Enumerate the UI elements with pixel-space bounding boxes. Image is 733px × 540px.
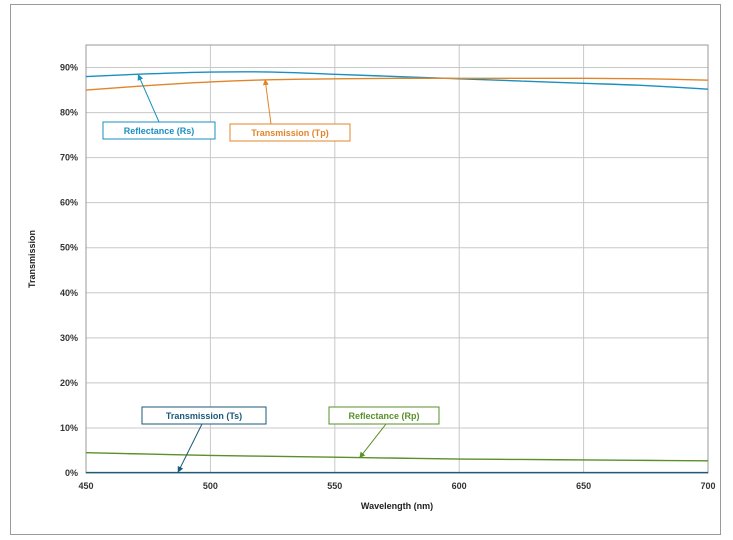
y-tick-label: 40% bbox=[60, 288, 78, 298]
x-axis-title: Wavelength (nm) bbox=[361, 501, 433, 511]
series-line-reflectance-rs bbox=[86, 72, 708, 89]
annotation-transmission-tp: Transmission (Tp) bbox=[230, 80, 350, 141]
y-tick-label: 50% bbox=[60, 243, 78, 253]
annotation-transmission-ts: Transmission (Ts) bbox=[142, 407, 266, 472]
annotation-arrow bbox=[138, 75, 159, 122]
x-tick-label: 700 bbox=[700, 481, 715, 491]
y-tick-label: 30% bbox=[60, 333, 78, 343]
x-tick-label: 550 bbox=[327, 481, 342, 491]
y-tick-label: 80% bbox=[60, 108, 78, 118]
annotation-reflectance-rp: Reflectance (Rp) bbox=[329, 407, 439, 458]
line-chart: 0% 10% 20% 30% 40% 50% 60% 70% 80% 90% 450 500 550 6… bbox=[11, 5, 720, 534]
y-tick-label: 20% bbox=[60, 378, 78, 388]
annotation-label: Reflectance (Rs) bbox=[124, 126, 195, 136]
y-tick-labels: 0% 10% 20% 30% 40% 50% 60% 70% 80% 90% bbox=[60, 63, 78, 478]
x-tick-label: 450 bbox=[78, 481, 93, 491]
y-tick-label: 0% bbox=[65, 468, 78, 478]
annotation-arrow bbox=[360, 424, 386, 458]
y-tick-label: 10% bbox=[60, 423, 78, 433]
annotation-arrow bbox=[265, 80, 271, 124]
annotation-label: Transmission (Ts) bbox=[166, 411, 242, 421]
annotation-layer: Reflectance (Rs) Transmission (Tp) Transmi… bbox=[103, 75, 439, 472]
y-tick-label: 60% bbox=[60, 198, 78, 208]
annotation-label: Transmission (Tp) bbox=[251, 128, 329, 138]
x-tick-label: 500 bbox=[203, 481, 218, 491]
y-tick-label: 90% bbox=[60, 63, 78, 73]
annotation-arrow bbox=[178, 424, 202, 472]
x-tick-label: 600 bbox=[452, 481, 467, 491]
series-line-reflectance-rp bbox=[86, 453, 708, 461]
chart-frame: 0% 10% 20% 30% 40% 50% 60% 70% 80% 90% 450 500 550 6… bbox=[10, 4, 721, 535]
x-tick-label: 650 bbox=[576, 481, 591, 491]
x-tick-labels: 450 500 550 600 650 700 bbox=[78, 481, 715, 491]
y-axis-title: Transmission bbox=[27, 230, 37, 288]
y-tick-label: 70% bbox=[60, 153, 78, 163]
annotation-label: Reflectance (Rp) bbox=[348, 411, 419, 421]
